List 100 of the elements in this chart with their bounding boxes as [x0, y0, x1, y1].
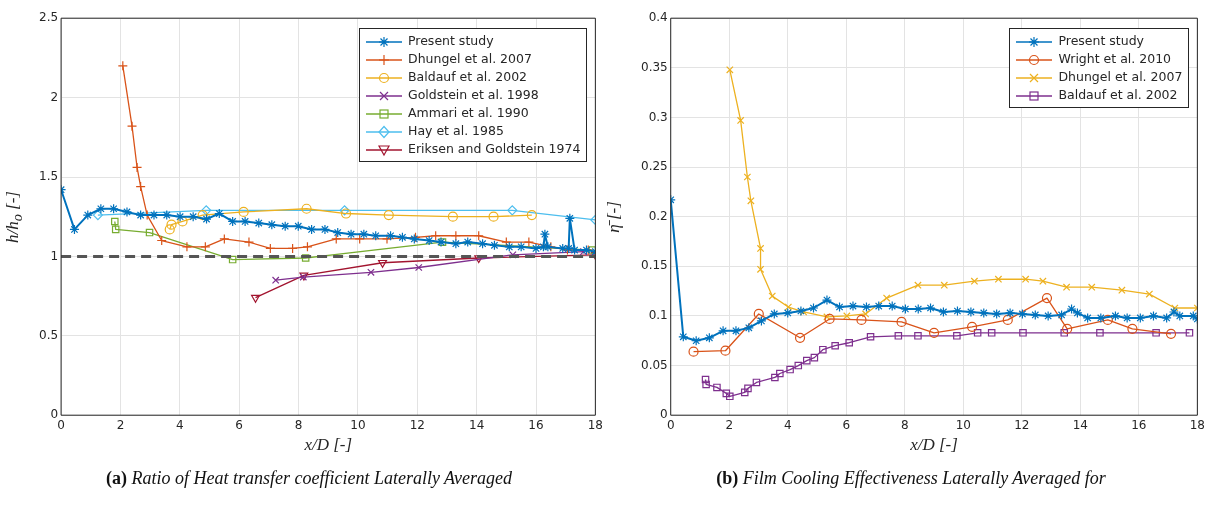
point [730, 325, 742, 336]
point [507, 205, 518, 216]
point [1056, 309, 1067, 321]
point [1148, 310, 1159, 322]
point [928, 327, 940, 338]
point [367, 268, 375, 277]
x-tick-label: 10 [350, 417, 366, 432]
point [145, 228, 154, 237]
point [1062, 323, 1073, 334]
x-tick-label: 8 [294, 417, 303, 432]
point [1168, 306, 1180, 318]
point [1082, 312, 1093, 324]
x-tick-label: 10 [955, 417, 971, 432]
text: (a) Ratio of Heat transfer coefficient Laterally Averaged [105, 468, 513, 488]
point [447, 211, 458, 222]
y-tick-label: 0.5 [38, 327, 59, 342]
x-tick-label: 14 [1072, 417, 1088, 432]
point [747, 197, 755, 205]
point [92, 210, 103, 221]
point [994, 275, 1003, 284]
point [894, 332, 903, 340]
point [821, 294, 833, 306]
point [678, 331, 689, 342]
point [1145, 290, 1154, 298]
point [370, 230, 381, 241]
x-tick-label: 18 [587, 417, 604, 432]
point [953, 332, 961, 340]
point [752, 378, 761, 387]
legend-label: Baldauf et al. 2002 [1058, 87, 1178, 103]
point [293, 221, 304, 232]
y-tick-label: 0.25 [641, 159, 668, 174]
point [1118, 286, 1126, 294]
x-tick-label: 4 [783, 417, 792, 432]
point [227, 216, 238, 227]
point [301, 254, 310, 262]
point [504, 241, 515, 252]
point [691, 335, 702, 346]
y-tick-label: 0.15 [641, 258, 668, 273]
point [243, 237, 255, 248]
point [1030, 309, 1041, 321]
point [450, 238, 461, 249]
point [95, 203, 106, 214]
point [1165, 328, 1177, 339]
x-axis-title: x/D [-] [909, 435, 958, 455]
point [753, 308, 764, 320]
y-tick-label: 2 [50, 89, 59, 104]
point [462, 237, 473, 248]
point [756, 265, 765, 274]
x-tick-label: 12 [409, 417, 425, 432]
point [771, 373, 779, 382]
point [938, 306, 949, 318]
point [397, 232, 408, 243]
legend-label: Present study [1058, 33, 1144, 49]
point [188, 211, 199, 222]
point [111, 217, 119, 226]
legend-label: Hay et al. 1985 [408, 123, 504, 139]
point [331, 233, 342, 245]
point [782, 307, 793, 319]
point [1021, 275, 1030, 284]
y-tick-label: 0.05 [641, 357, 668, 372]
point [802, 356, 811, 365]
point [847, 300, 859, 312]
point [861, 310, 870, 318]
point [744, 384, 752, 393]
point [1135, 312, 1146, 324]
point [200, 241, 211, 252]
point [111, 225, 120, 234]
point [378, 259, 388, 268]
point [688, 346, 699, 357]
point [776, 369, 784, 378]
point [251, 294, 260, 303]
point [1102, 314, 1113, 326]
y-tick-label: 0 [660, 407, 668, 422]
point [1087, 283, 1096, 291]
point [973, 329, 982, 337]
point [914, 332, 922, 340]
point [914, 281, 922, 289]
point [197, 210, 208, 221]
point [794, 332, 806, 343]
point [925, 302, 936, 314]
x-tick-label: 16 [528, 417, 544, 432]
point [952, 305, 963, 317]
point [306, 224, 317, 235]
point [253, 217, 264, 229]
point [181, 241, 193, 252]
point [756, 315, 767, 327]
point [810, 353, 819, 362]
point [726, 66, 734, 74]
x-tick-label: 16 [1131, 417, 1147, 432]
x-tick-label: 6 [842, 417, 851, 432]
point [808, 302, 819, 314]
point [978, 307, 989, 319]
point [240, 216, 251, 227]
point [1096, 329, 1104, 337]
point [701, 375, 710, 384]
point [856, 314, 867, 326]
y-tick-label: 0.4 [648, 10, 668, 25]
point [722, 389, 731, 398]
point [523, 237, 534, 248]
point [834, 301, 845, 313]
